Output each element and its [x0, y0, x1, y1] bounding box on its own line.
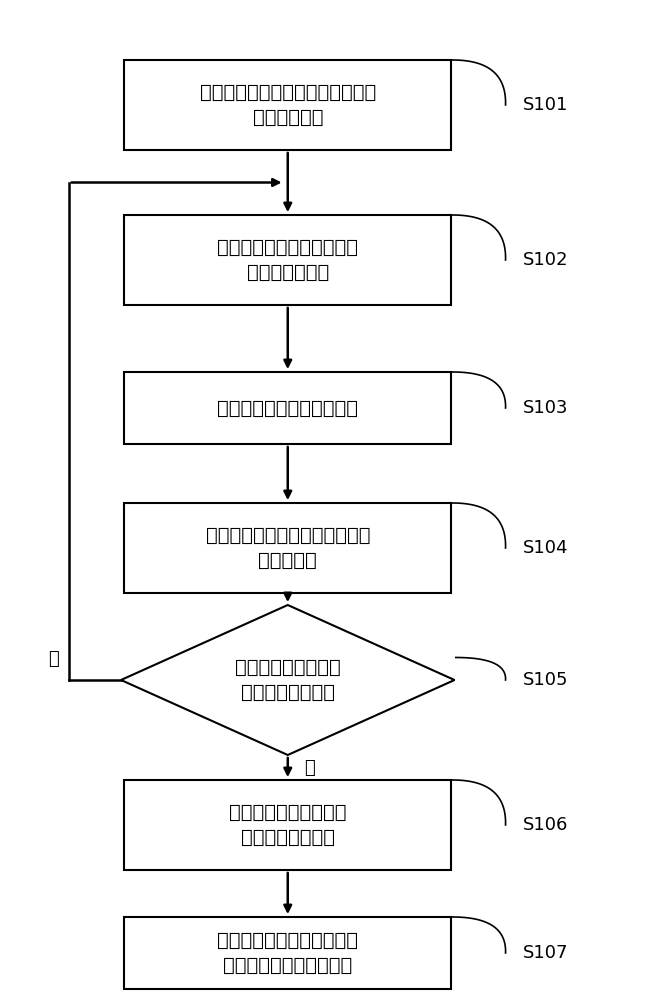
Text: S104: S104	[523, 539, 569, 557]
Text: S105: S105	[523, 671, 569, 689]
Text: S106: S106	[523, 816, 568, 834]
Bar	[124, 60, 451, 150]
Text: 将所述检测数据集合划分为
两个以上的子集: 将所述检测数据集合划分为 两个以上的子集	[217, 238, 358, 282]
Text: S107: S107	[523, 944, 569, 962]
Text: S101: S101	[523, 96, 568, 114]
Text: 根据所述中位数集合确定对
所述目标物体的检测结果: 根据所述中位数集合确定对 所述目标物体的检测结果	[217, 931, 358, 975]
Text: 将所述各个子集的中位数汇总为
中位数集合: 将所述各个子集的中位数汇总为 中位数集合	[205, 526, 370, 570]
Text: 将所述中位数集合作为
所述检测数据集合: 将所述中位数集合作为 所述检测数据集合	[229, 803, 347, 847]
Bar	[124, 372, 451, 444]
Text: 判断所述中位数集合
中是否存在离群值: 判断所述中位数集合 中是否存在离群值	[235, 658, 341, 702]
Polygon shape	[121, 605, 455, 755]
Bar	[124, 780, 451, 870]
Text: 否: 否	[48, 650, 59, 668]
Bar	[124, 503, 451, 593]
Text: 是: 是	[304, 759, 315, 776]
Text: 分别计算各个子集的中位数: 分别计算各个子集的中位数	[217, 398, 358, 418]
Bar	[124, 215, 451, 305]
Bar	[124, 917, 451, 989]
Text: S102: S102	[523, 251, 569, 269]
Text: S103: S103	[523, 399, 569, 417]
Text: 通过预设的传感器采集目标物体的
检测数据集合: 通过预设的传感器采集目标物体的 检测数据集合	[199, 83, 376, 127]
